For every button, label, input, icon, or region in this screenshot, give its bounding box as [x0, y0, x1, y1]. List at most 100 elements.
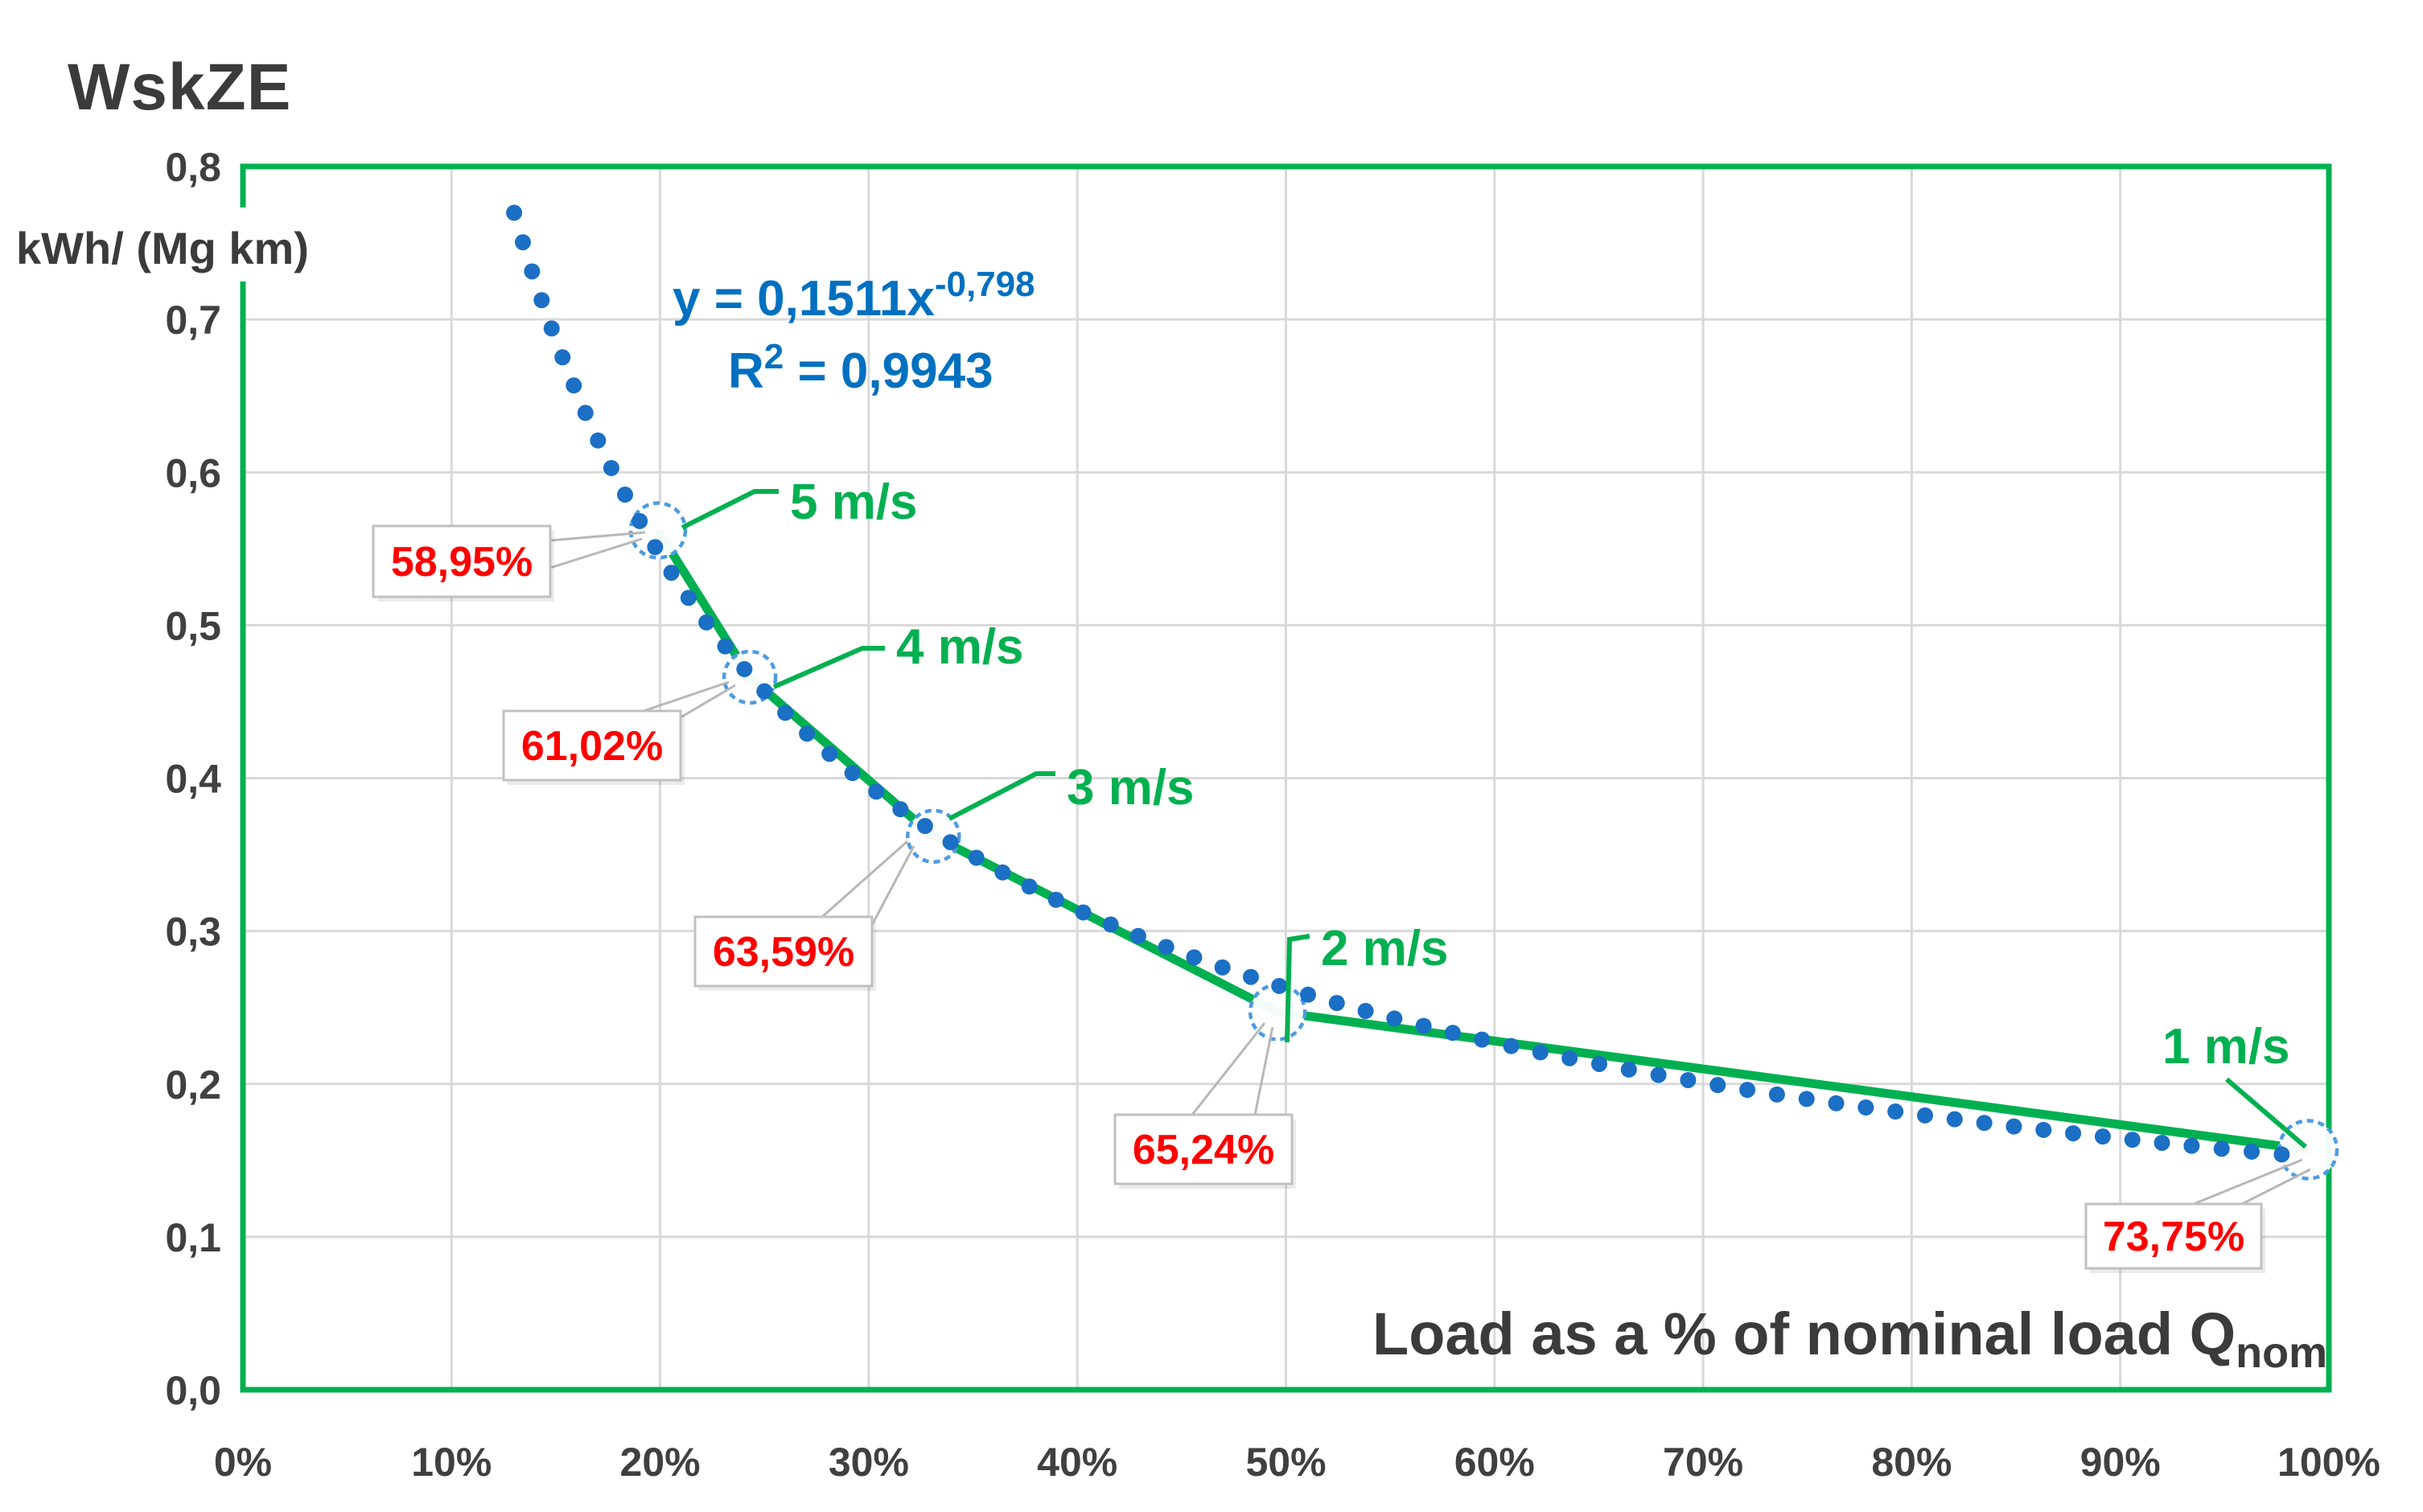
callout-box — [693, 915, 874, 988]
y-axis-ticks: 0,0 0,1 0,2 0,3 0,4 0,5 0,6 0,7 0,8 — [165, 145, 221, 1413]
speed-leader-line — [948, 771, 1055, 821]
x-tick-label: 20% — [620, 1440, 701, 1485]
x-tick-label: 80% — [1871, 1440, 1952, 1485]
speed-label: 2 m/s — [1321, 921, 1449, 976]
trend-dot — [617, 487, 634, 503]
y-tick-label: 0,3 — [165, 910, 221, 955]
callout-leader-line — [821, 840, 908, 918]
trend-dot — [1158, 939, 1174, 955]
trend-dot — [1444, 1025, 1461, 1042]
x-tick-label: 60% — [1454, 1440, 1535, 1485]
trend-dot — [1102, 916, 1119, 933]
trend-dot — [506, 204, 523, 221]
callout-box — [1113, 1113, 1294, 1185]
plot-border — [240, 163, 2332, 1393]
trend-dot — [1503, 1037, 1520, 1054]
trend-dot — [1739, 1082, 1756, 1099]
trend-dot — [2005, 1118, 2022, 1135]
x-axis-label: Load as a % of nominal load Qnom — [1372, 1300, 2327, 1377]
trend-dot — [1328, 995, 1345, 1012]
point-annotation: 73,75% 1 m/s — [2084, 1019, 2311, 1273]
trend-dot — [647, 539, 664, 556]
annotations: 58,95% 5 m/s 61,02% 4 m/s 63,59% 3 m/s 65,24% 2… — [372, 475, 2311, 1273]
chart-title: WskZE — [68, 51, 292, 124]
point-annotation: 58,95% 5 m/s — [372, 475, 918, 602]
trend-dot — [1590, 1055, 1607, 1072]
trend-dot — [533, 292, 550, 309]
trendline-equation: y = 0,1511x-0,798 — [673, 265, 1035, 327]
annotation-percent-label: 58,95% — [391, 539, 533, 585]
trend-dot — [2273, 1146, 2290, 1163]
y-axis-label-backing — [10, 207, 335, 281]
x-tick-label: 70% — [1663, 1440, 1743, 1485]
y-tick-label: 0,1 — [165, 1215, 221, 1260]
callout-leader-line — [870, 845, 915, 926]
y-tick-label: 0,0 — [165, 1368, 221, 1413]
callout-box — [372, 524, 552, 598]
trend-dot — [717, 638, 734, 655]
x-tick-label: 40% — [1037, 1440, 1117, 1485]
trend-dot — [554, 349, 571, 366]
speed-label: 3 m/s — [1067, 760, 1195, 816]
speed-label: 5 m/s — [790, 475, 918, 530]
trend-dot — [2244, 1143, 2261, 1160]
trend-dot — [590, 432, 607, 449]
trend-dot — [1650, 1066, 1667, 1083]
trend-dot — [2065, 1125, 2082, 1142]
callout-leader-line — [1191, 1022, 1266, 1116]
trend-dot — [1186, 949, 1203, 966]
point-annotation: 61,02% 4 m/s — [502, 619, 1024, 785]
trend-dot — [2124, 1132, 2141, 1148]
trend-dot — [2183, 1137, 2200, 1154]
trendline-r-squared: R2 = 0,9943 — [728, 337, 993, 399]
y-tick-label: 0,8 — [165, 145, 221, 190]
callout-leader-line — [1253, 1026, 1274, 1116]
trend-dot — [821, 746, 838, 762]
speed-leader-line — [772, 646, 885, 689]
trend-dot — [994, 864, 1011, 881]
speed-label: 1 m/s — [2162, 1019, 2290, 1074]
trend-dot — [514, 234, 531, 251]
x-tick-label: 0% — [214, 1440, 272, 1485]
callout-leader-line — [549, 537, 643, 569]
callout-leader-line — [643, 680, 730, 713]
trend-dot — [2035, 1121, 2052, 1138]
trend-dot — [1709, 1077, 1726, 1094]
trend-dot — [968, 849, 985, 866]
trend-dot — [1386, 1010, 1403, 1027]
speed-leader-line — [1285, 934, 1310, 1043]
point-annotation: 65,24% 2 m/s — [1113, 921, 1449, 1189]
trend-dot — [543, 320, 560, 337]
annotation-percent-label: 73,75% — [2103, 1214, 2244, 1260]
trend-dot — [1916, 1107, 1933, 1124]
trend-dot — [603, 459, 619, 476]
speed-leader-line — [2225, 1077, 2307, 1149]
trend-dot — [756, 683, 773, 700]
trend-dot — [736, 660, 753, 677]
callout-box — [502, 709, 682, 782]
trend-dot — [1129, 927, 1146, 944]
trend-dot — [1271, 977, 1288, 994]
x-tick-label: 30% — [829, 1440, 909, 1485]
trend-dot — [892, 801, 909, 818]
trend-dot — [1047, 891, 1064, 908]
trend-dot — [1299, 986, 1316, 1003]
trend-dot — [1946, 1111, 1963, 1128]
trend-dot — [868, 783, 885, 800]
trend-dot — [1680, 1071, 1697, 1088]
trend-dot — [698, 614, 715, 631]
annotation-percent-label: 63,59% — [713, 929, 854, 976]
callout-leader-line — [2241, 1168, 2311, 1206]
trend-dot — [1561, 1050, 1578, 1066]
trend-dot — [663, 565, 680, 581]
callout-leader-line — [680, 684, 736, 719]
y-tick-label: 0,2 — [165, 1062, 221, 1107]
trend-dot — [844, 765, 861, 782]
y-axis-label: kWh/ (Mg km) — [16, 223, 309, 273]
x-tick-label: 10% — [411, 1440, 492, 1485]
trend-dot — [1415, 1017, 1432, 1034]
trend-dot — [2094, 1128, 2111, 1145]
trend-dot — [1887, 1103, 1904, 1120]
trend-dot — [1242, 968, 1259, 985]
